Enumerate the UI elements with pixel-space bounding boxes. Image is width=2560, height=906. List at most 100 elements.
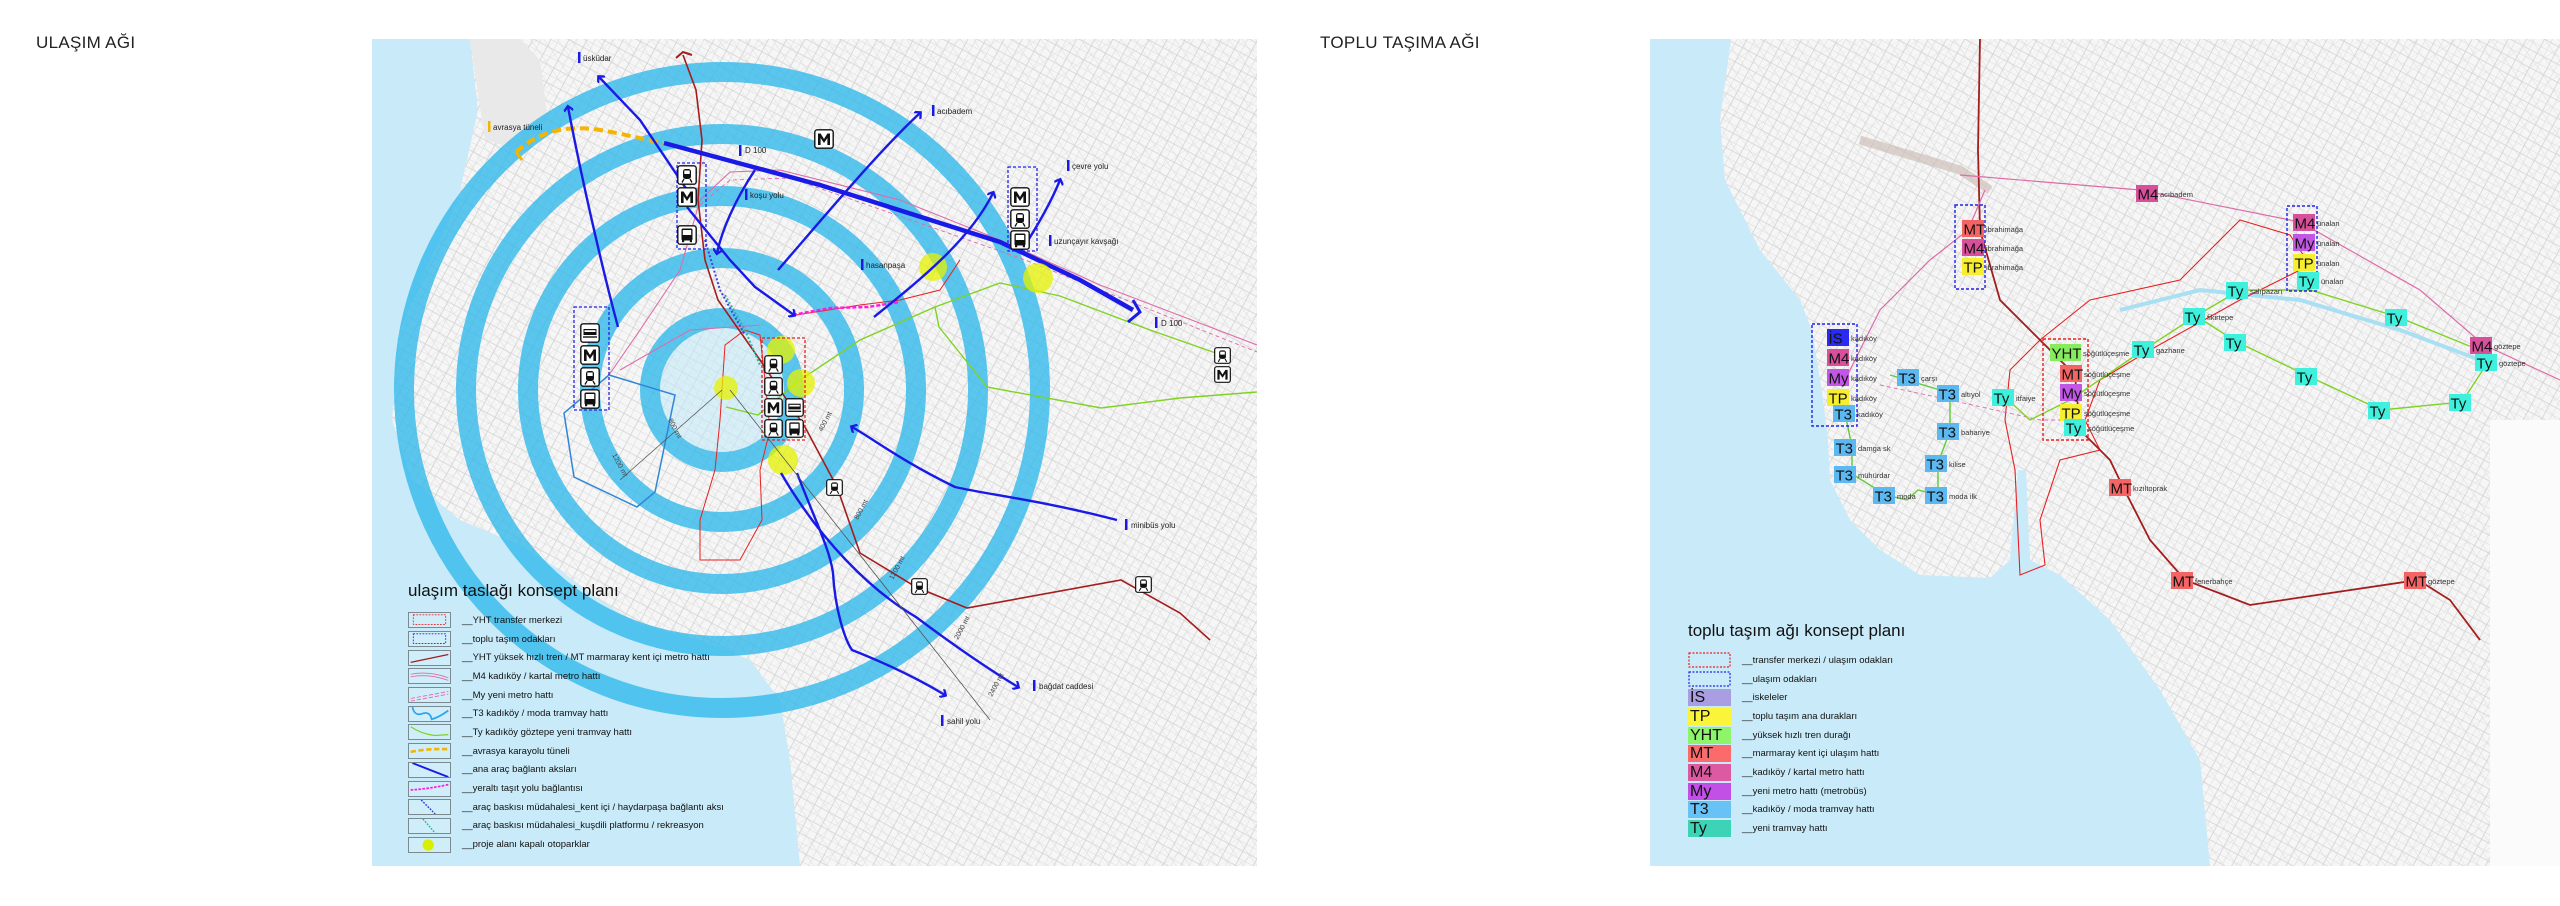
station-name: gazhane xyxy=(2156,346,2185,355)
station-ty: Ty söğütlüçeşme xyxy=(2064,419,2134,438)
station-code: My xyxy=(2062,386,2082,403)
legend-item: __avrasya karayolu tüneli xyxy=(408,742,724,761)
axis-hasanpasa xyxy=(873,193,993,318)
label-sahil-yolu: sahil yolu xyxy=(947,717,980,726)
water-body xyxy=(1650,39,2210,866)
legend-label: __araç baskısı müdahalesi_kuşdili platfo… xyxy=(462,820,704,832)
label-bagdat-caddesi: bağdat caddesi xyxy=(1039,682,1093,691)
station-tp: TP ibrahimağa xyxy=(1962,258,2024,277)
station-name: kilise xyxy=(1949,460,1966,469)
station-ty: Ty xyxy=(2449,394,2471,413)
station-badge xyxy=(1937,385,1959,402)
legend-label: __iskeleler xyxy=(1742,692,1788,704)
station-badge xyxy=(1962,220,1984,237)
legend-code-badge: TP xyxy=(1688,707,1731,725)
station-badge xyxy=(2226,282,2248,299)
station-code: MT xyxy=(2111,481,2133,498)
label-minibus-yolu: minibüs yolu xyxy=(1131,521,1175,530)
legend-item: __My yeni metro hattı xyxy=(408,686,724,705)
legend-label: __yüksek hızlı tren durağı xyxy=(1742,729,1851,741)
station-badge xyxy=(1834,466,1856,483)
station-code: Ty xyxy=(1994,391,2010,408)
bus-icon xyxy=(785,419,804,438)
legend-label: __toplu taşım odakları xyxy=(462,633,556,645)
bus-icon xyxy=(677,225,697,245)
station-badge xyxy=(2050,344,2081,361)
train-icon xyxy=(764,355,783,374)
station-mt: MT kızıltoprak xyxy=(2109,479,2167,498)
station-badge xyxy=(2136,185,2158,202)
legend-item: __yeraltı taşıt yolu bağlantısı xyxy=(408,779,724,798)
legend-swatch xyxy=(408,780,451,797)
legend-swatch xyxy=(408,668,451,685)
station-code: Ty xyxy=(2228,284,2244,301)
station-name: damga sk xyxy=(1858,444,1891,453)
tram-icon xyxy=(764,377,783,396)
legend-item: __proje alanı kapalı otoparklar xyxy=(408,835,724,854)
legend-label: __araç baskısı müdahalesi_kent içi / hay… xyxy=(462,801,724,813)
station-code: T3 xyxy=(1927,457,1945,474)
station-name: göztepe xyxy=(2499,359,2526,368)
station-code: Ty xyxy=(2134,343,2150,360)
station-mt: MT söğütlüçeşme xyxy=(2060,365,2130,384)
ferry-icon xyxy=(785,398,804,417)
station-t3: T3 altıyol xyxy=(1937,385,1981,404)
ferry-icon xyxy=(580,323,600,343)
station-code: Ty xyxy=(2387,311,2403,328)
legend-title: ulaşım taslağı konsept planı xyxy=(408,581,619,600)
hub-kadikoy xyxy=(1811,323,1858,427)
legend-swatch xyxy=(408,817,451,834)
transit-hub-ibrahimaga xyxy=(676,162,707,250)
station-code: M4 xyxy=(2138,187,2159,204)
legend-label: __My yeni metro hattı xyxy=(462,689,554,701)
legend-item: MT __marmaray kent içi ulaşım hattı xyxy=(1688,744,1905,763)
axis-bagdat xyxy=(779,472,1018,687)
axis-haydarpasa xyxy=(686,206,794,315)
station-code: T3 xyxy=(1836,468,1854,485)
hub-ibrahimaga xyxy=(1954,204,1986,290)
place-labels: üsküdar avrasya tüneli D 100 koşu yolu a… xyxy=(488,52,1183,726)
station-badge xyxy=(1992,389,2014,406)
station-t3: T3 moda ilk xyxy=(1925,487,1977,506)
station-code: İS xyxy=(1829,330,1843,348)
legend-swatch xyxy=(1688,652,1731,668)
label-kosuyolu: koşu yolu xyxy=(750,191,784,200)
legend-item: __YHT transfer merkezi xyxy=(408,611,724,630)
station-name: kadıköy xyxy=(1851,374,1877,383)
station-name: acıbadem xyxy=(2160,190,2193,199)
transit-hub-unalan xyxy=(1007,166,1038,252)
station-ty: Ty fikirtepe xyxy=(2183,308,2233,327)
parking-spot xyxy=(787,369,815,397)
station-name: ünalan xyxy=(2317,259,2340,268)
station-m4: M4 ünalan xyxy=(2293,214,2340,233)
water-body xyxy=(372,39,800,866)
distance-rings xyxy=(394,62,1050,718)
legend-item: YHT __yüksek hızlı tren durağı xyxy=(1688,726,1905,745)
station-badge xyxy=(2183,308,2205,325)
station-badge xyxy=(1827,389,1849,406)
legend-label: __transfer merkezi / ulaşım odakları xyxy=(1742,654,1894,666)
station-tp: TP söğütlüçeşme xyxy=(2060,404,2130,423)
legend-swatch xyxy=(408,612,451,629)
t3-tram-line xyxy=(563,374,676,508)
station-badge xyxy=(2060,404,2082,421)
station-badge xyxy=(2293,254,2315,271)
station-badge xyxy=(1937,423,1959,440)
station-ty: Ty gazhane xyxy=(2132,341,2185,360)
station-t3: T3 kilise xyxy=(1925,455,1966,474)
legend-item: __ana araç bağlantı aksları xyxy=(408,761,724,780)
station-badge xyxy=(2449,394,2471,411)
station-code: T3 xyxy=(1939,425,1957,442)
station-badge xyxy=(2109,479,2131,496)
legend-code-badge: Ty xyxy=(1688,820,1731,838)
left-panel-title: ULAŞIM AĞI xyxy=(36,33,136,52)
ty-tram-line xyxy=(725,282,1257,416)
legend-label: __proje alanı kapalı otoparklar xyxy=(462,839,590,851)
station-badge xyxy=(2293,234,2315,251)
legend-item: T3 __kadıköy / moda tramvay hattı xyxy=(1688,801,1905,820)
legend-label: __kadıköy / kartal metro hattı xyxy=(1742,766,1865,778)
axis-north-west xyxy=(568,107,620,328)
station-ty: Ty göztepe xyxy=(2475,354,2526,373)
